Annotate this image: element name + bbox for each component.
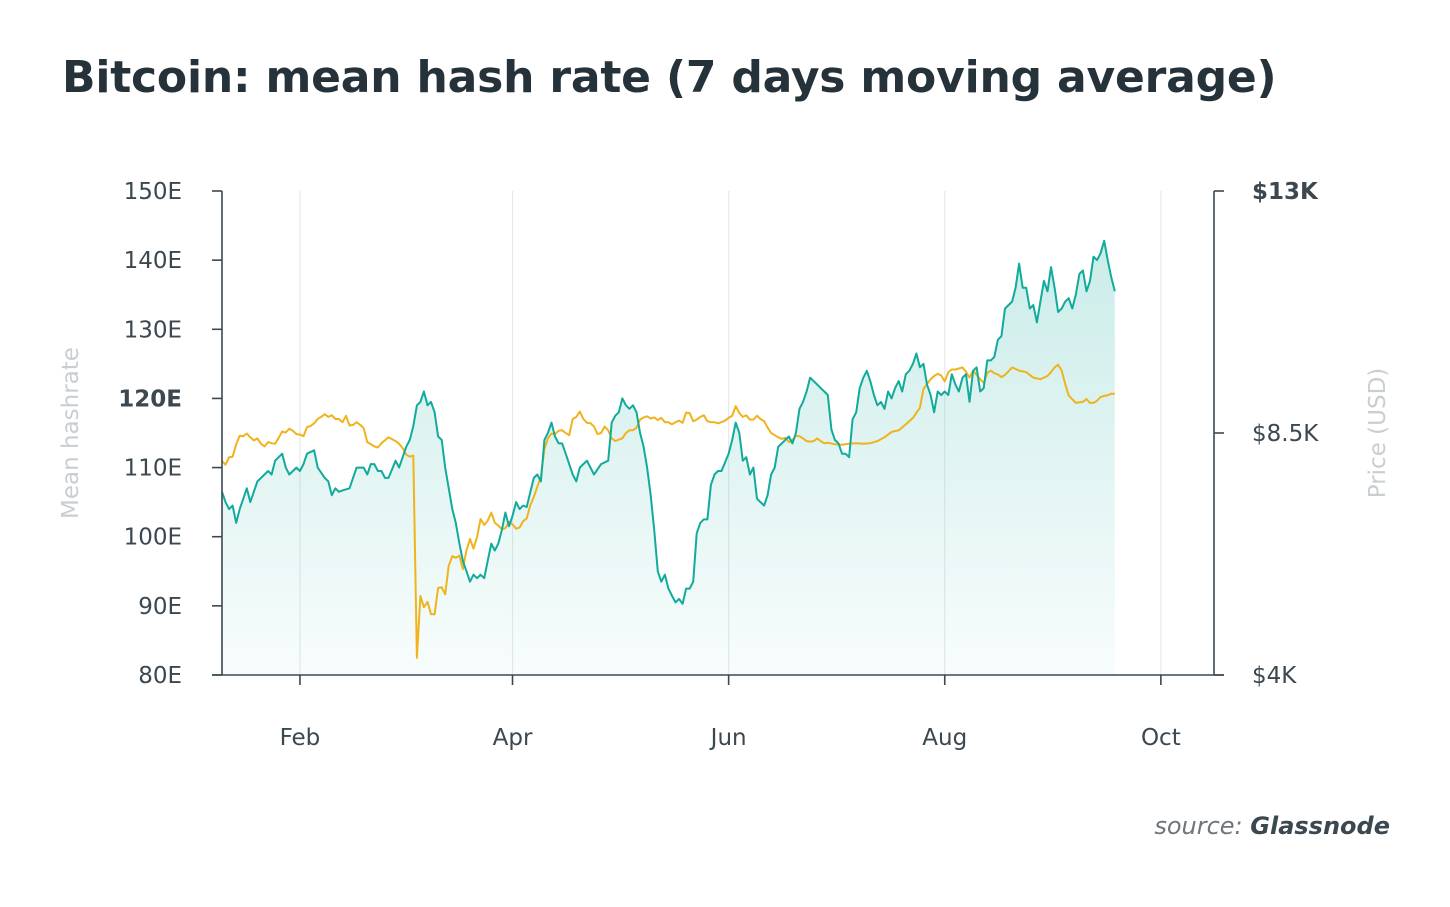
hashrate-line — [221, 239, 1116, 605]
source-prefix: source: — [1154, 812, 1243, 840]
left-tick-label: 90E — [138, 594, 182, 620]
right-axis-title: Price (USD) — [1365, 368, 1391, 499]
x-tick-label: Feb — [280, 725, 321, 751]
left-tick-label: 150E — [124, 179, 182, 205]
chart-title: Bitcoin: mean hash rate (7 days moving a… — [62, 52, 1277, 103]
left-tick-label: 100E — [124, 525, 182, 551]
price-line — [221, 363, 1115, 659]
right-tick-label: $4K — [1252, 663, 1297, 689]
x-tick-label: Aug — [922, 725, 967, 751]
right-axis-ticks: $13K $8.5K $4K — [1214, 179, 1319, 689]
x-tick-label: Oct — [1141, 725, 1181, 751]
left-tick-label: 130E — [124, 317, 182, 343]
left-tick-label: 140E — [124, 248, 182, 274]
left-axis-ticks: 150E 140E 130E 120E 110E 100E 90E 80E — [118, 179, 222, 689]
right-tick-label: $8.5K — [1252, 421, 1319, 447]
left-tick-label: 110E — [124, 456, 182, 482]
source-credit: source: Glassnode — [1154, 812, 1390, 840]
source-name: Glassnode — [1250, 812, 1390, 840]
x-axis-ticks: Feb Apr Jun Aug Oct — [280, 675, 1181, 751]
left-tick-label: 120E — [118, 386, 182, 412]
left-tick-label: 80E — [138, 663, 182, 689]
hashrate-area — [222, 240, 1115, 676]
left-axis-title: Mean hashrate — [58, 347, 84, 519]
x-tick-label: Jun — [709, 725, 747, 751]
right-tick-label: $13K — [1252, 179, 1319, 205]
x-tick-label: Apr — [493, 725, 533, 751]
